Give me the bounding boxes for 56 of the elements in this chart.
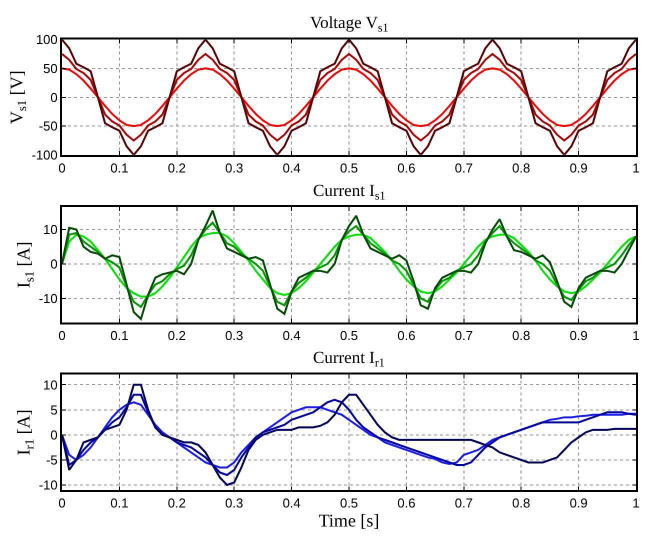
x-tick-label: 0.7	[454, 328, 473, 343]
x-tick-label: 1	[632, 160, 640, 176]
x-tick-label: 1	[632, 328, 640, 343]
x-tick-label: 0.5	[340, 328, 358, 343]
y-tick-label: 50	[43, 60, 58, 76]
line-series	[62, 401, 636, 468]
y-tick-label: 0	[50, 256, 58, 272]
x-tick-label: 0.5	[340, 160, 358, 176]
x-tick-label: 0.7	[454, 495, 473, 510]
y-tick-label: 100	[36, 32, 58, 48]
x-tick-label: 0.8	[512, 160, 530, 176]
y-tick-label: -10	[38, 290, 58, 306]
line-series	[62, 53, 636, 142]
x-tick-label: 0.2	[168, 160, 186, 176]
x-tick-label: 1	[632, 495, 640, 510]
line-series	[62, 222, 636, 308]
line-series	[62, 384, 636, 486]
y-tick-label: 10	[43, 222, 58, 238]
line-series	[62, 210, 636, 320]
line-series	[62, 67, 636, 128]
x-axis-title: Time [s]	[318, 510, 380, 530]
x-tick-label: 0.4	[282, 160, 301, 176]
x-tick-label: 0.9	[570, 328, 588, 343]
x-tick-label: 0.4	[282, 328, 301, 343]
x-tick-label: 0.4	[282, 495, 301, 510]
x-tick-label: 0.2	[168, 328, 186, 343]
chart-title: Current I$_{r1}$	[313, 348, 385, 370]
x-tick-label: 0.8	[512, 495, 530, 510]
y-tick-label: -10	[38, 478, 58, 493]
y-tick-label: 0	[50, 427, 58, 442]
x-tick-label: 0.3	[225, 495, 244, 510]
x-tick-label: 0.6	[397, 160, 416, 176]
y-tick-label: 5	[50, 402, 58, 418]
chart-title: Current I$_{s1}$	[313, 181, 386, 203]
x-tick-label: 0.5	[340, 495, 358, 510]
x-tick-label: 0.1	[110, 495, 128, 510]
chart-title: Voltage V$_{s1}$	[310, 13, 388, 35]
x-tick-label: 0.3	[225, 328, 244, 343]
x-tick-label: 0.9	[570, 495, 588, 510]
x-tick-label: 0.6	[397, 495, 416, 510]
x-tick-label: 0.2	[168, 495, 186, 510]
x-tick-label: 0.1	[110, 328, 128, 343]
x-tick-label: 0.6	[397, 328, 416, 343]
y-tick-label: 10	[43, 377, 58, 392]
line-series	[62, 40, 636, 155]
x-tick-label: 0.8	[512, 328, 530, 343]
line-series	[62, 394, 636, 476]
y-tick-label: -50	[38, 118, 58, 134]
x-tick-label: 0.7	[454, 160, 473, 176]
line-series	[62, 232, 636, 298]
y-tick-label: -5	[46, 452, 58, 468]
x-tick-label: 0.3	[225, 160, 244, 176]
x-tick-label: 0.9	[570, 160, 588, 176]
x-tick-label: 0.1	[110, 160, 128, 176]
y-tick-label: -100	[32, 147, 58, 162]
y-tick-label: 0	[50, 90, 58, 105]
